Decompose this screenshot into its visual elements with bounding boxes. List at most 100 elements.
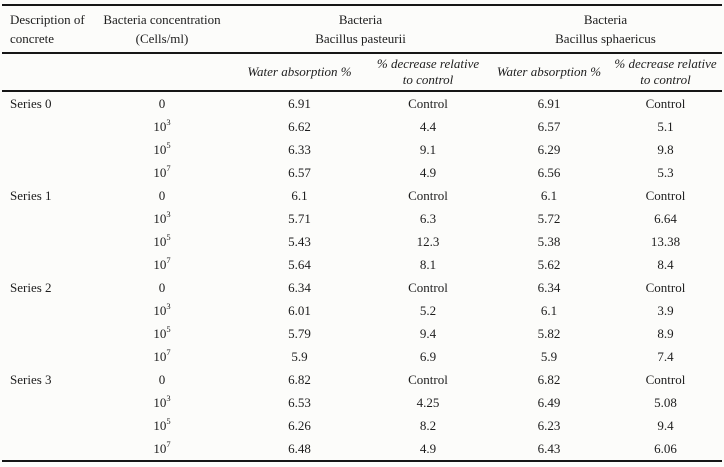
pasteurii-decrease-cell: Control — [408, 279, 448, 295]
concentration-cell: 105 — [153, 139, 171, 157]
sphaericus-decrease-cell: 8.4 — [657, 256, 674, 272]
concentration-exponent: 7 — [166, 438, 171, 449]
sphaericus-decrease-cell: 5.1 — [657, 118, 674, 134]
sphaericus-decrease-cell: 6.06 — [654, 440, 677, 456]
sphaericus-water-absorption-cell: 6.91 — [537, 95, 561, 111]
sphaericus-decrease-cell: 5.3 — [657, 164, 674, 180]
sphaericus-water-absorption-cell: 6.1 — [540, 302, 558, 318]
concentration-cell: 0 — [158, 371, 166, 387]
concentration-cell: 103 — [153, 300, 171, 318]
series-label-cell: Series 3 — [10, 371, 52, 387]
header-description-of-concrete: Description of concrete — [2, 5, 92, 54]
subheader-sphaericus-decrease: % decrease relative to control — [609, 53, 723, 92]
concentration-exponent: 5 — [166, 415, 171, 426]
series-label-cell — [2, 161, 92, 184]
pasteurii-water-absorption-cell: 6.1 — [291, 187, 308, 203]
series-label-cell: Series 1 — [10, 187, 52, 203]
header-row-sub: Water absorption % % decrease relative t… — [2, 53, 723, 92]
pasteurii-decrease-cell: 4.9 — [419, 164, 437, 180]
concentration-exponent: 7 — [166, 346, 171, 357]
concentration-cell: 0 — [158, 95, 166, 111]
concentration-cell: 105 — [153, 323, 171, 341]
table-header: Description of concrete Bacteria concent… — [2, 5, 723, 92]
table-row: 105 5.43 12.3 5.38 13.38 — [2, 230, 722, 253]
pasteurii-decrease-cell: 5.2 — [419, 302, 437, 318]
table-row: 107 6.48 4.9 6.43 6.06 — [2, 437, 722, 461]
pasteurii-water-absorption-cell: 6.57 — [288, 164, 311, 180]
pasteurii-water-absorption-cell: 5.71 — [288, 210, 311, 226]
pasteurii-water-absorption-cell: 5.79 — [288, 325, 311, 341]
concentration-exponent: 5 — [166, 323, 171, 334]
pasteurii-water-absorption-cell: 5.64 — [288, 256, 311, 272]
header-sphaericus-line1: Bacteria — [583, 12, 628, 27]
pasteurii-decrease-cell: 4.4 — [419, 118, 437, 134]
pasteurii-decrease-cell: Control — [408, 187, 448, 203]
sphaericus-water-absorption-cell: 6.49 — [537, 394, 561, 410]
subheader-sphaericus-decrease-line1: % decrease relative — [614, 56, 717, 71]
table-body: Series 0 0 6.91 Control 6.91 Control 103 6.62 4.… — [2, 91, 722, 461]
subheader-pasteurii-decrease: % decrease relative to control — [367, 53, 489, 92]
sphaericus-water-absorption-cell: 6.29 — [537, 141, 561, 157]
pasteurii-decrease-cell: 6.3 — [419, 210, 437, 226]
pasteurii-water-absorption-cell: 6.01 — [288, 302, 311, 318]
table-row: 103 6.53 4.25 6.49 5.08 — [2, 391, 722, 414]
series-label-cell — [2, 299, 92, 322]
sphaericus-decrease-cell: 9.4 — [657, 417, 674, 433]
table-row: Series 0 0 6.91 Control 6.91 Control — [2, 91, 722, 115]
sphaericus-water-absorption-cell: 6.43 — [537, 440, 561, 456]
pasteurii-water-absorption-cell: 6.82 — [288, 371, 311, 387]
header-group-bacillus-sphaericus: Bacteria Bacillus sphaericus — [489, 5, 723, 54]
table-row: 107 5.9 6.9 5.9 7.4 — [2, 345, 722, 368]
pasteurii-water-absorption-cell: 6.62 — [288, 118, 311, 134]
sphaericus-water-absorption-cell: 5.72 — [537, 210, 561, 226]
pasteurii-water-absorption-cell: 5.9 — [291, 348, 308, 364]
series-label-cell: Series 2 — [10, 279, 52, 295]
concentration-cell: 107 — [153, 254, 171, 272]
series-label-cell: Series 0 — [10, 95, 52, 111]
concentration-exponent: 3 — [166, 300, 171, 311]
table-row: 105 6.33 9.1 6.29 9.8 — [2, 138, 722, 161]
concentration-cell: 103 — [153, 208, 171, 226]
subheader-pasteurii-water-absorption: Water absorption % — [232, 53, 367, 92]
pasteurii-decrease-cell: 6.9 — [419, 348, 437, 364]
series-label-cell — [2, 322, 92, 345]
concentration-exponent: 5 — [166, 231, 171, 242]
pasteurii-decrease-cell: 8.2 — [419, 417, 437, 433]
concentration-exponent: 3 — [166, 392, 171, 403]
sphaericus-decrease-cell: 7.4 — [657, 348, 674, 364]
sphaericus-decrease-cell: 5.08 — [654, 394, 677, 410]
sphaericus-water-absorption-cell: 5.9 — [540, 348, 558, 364]
header-pasteurii-line1: Bacteria — [338, 12, 383, 27]
series-label-cell — [2, 207, 92, 230]
sphaericus-decrease-cell: 6.64 — [654, 210, 677, 226]
subheader-sphaericus-decrease-line2: to control — [640, 72, 691, 87]
sphaericus-water-absorption-cell: 6.23 — [537, 417, 561, 433]
header-bacteria-concentration: Bacteria concentration (Cells/ml) — [92, 5, 232, 54]
table-row: 103 6.62 4.4 6.57 5.1 — [2, 115, 722, 138]
concentration-cell: 103 — [153, 392, 171, 410]
pasteurii-water-absorption-cell: 6.48 — [288, 440, 311, 456]
pasteurii-decrease-cell: Control — [408, 95, 448, 111]
sphaericus-decrease-cell: Control — [645, 279, 686, 295]
sphaericus-water-absorption-cell: 6.56 — [537, 164, 561, 180]
sphaericus-decrease-cell: 9.8 — [657, 141, 674, 157]
pasteurii-decrease-cell: Control — [408, 371, 448, 387]
series-label-cell — [2, 138, 92, 161]
subheader-empty-concentration — [92, 53, 232, 92]
sphaericus-decrease-cell: Control — [645, 371, 686, 387]
concentration-cell: 0 — [158, 187, 166, 203]
header-description-line1: Description of — [10, 12, 85, 27]
header-sphaericus-line2: Bacillus sphaericus — [555, 31, 656, 46]
sphaericus-decrease-cell: 3.9 — [657, 302, 674, 318]
table-row: 103 6.01 5.2 6.1 3.9 — [2, 299, 722, 322]
subheader-pasteurii-decrease-line1: % decrease relative — [376, 56, 480, 71]
subheader-empty-description — [2, 53, 92, 92]
sphaericus-decrease-cell: Control — [645, 187, 686, 203]
series-label-cell — [2, 345, 92, 368]
table-row: 105 6.26 8.2 6.23 9.4 — [2, 414, 722, 437]
pasteurii-water-absorption-cell: 6.91 — [288, 95, 311, 111]
pasteurii-decrease-cell: 8.1 — [419, 256, 437, 272]
sphaericus-water-absorption-cell: 5.82 — [537, 325, 561, 341]
subheader-sphaericus-water-absorption: Water absorption % — [489, 53, 609, 92]
